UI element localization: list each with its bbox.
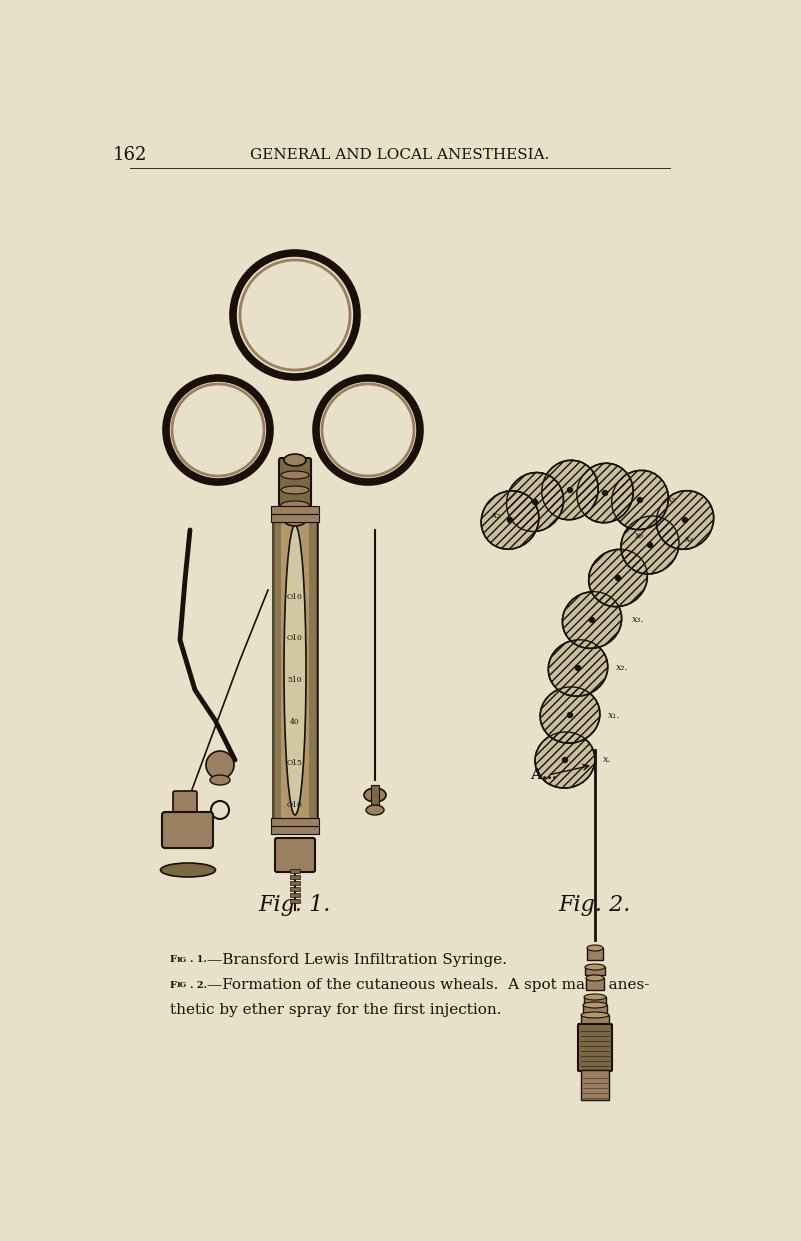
Circle shape [590,618,594,623]
Ellipse shape [581,1011,609,1018]
Ellipse shape [281,486,309,494]
Ellipse shape [284,525,306,815]
Ellipse shape [586,975,604,980]
Circle shape [647,542,653,547]
Bar [290,875,300,879]
Bar [290,869,300,872]
Text: x₇: x₇ [493,511,501,520]
Ellipse shape [506,473,564,531]
Text: O10: O10 [287,593,303,601]
FancyBboxPatch shape [275,838,315,872]
Bar [290,881,300,885]
Ellipse shape [621,516,679,575]
Text: —Bransford Lewis Infiltration Syringe.: —Bransford Lewis Infiltration Syringe. [207,953,507,967]
Text: x₆: x₆ [635,530,644,540]
Circle shape [682,517,687,522]
Bar [290,887,300,891]
Ellipse shape [587,944,603,951]
Ellipse shape [541,460,598,520]
Text: 40: 40 [290,717,300,726]
Ellipse shape [583,1001,607,1008]
Text: thetic by ether spray for the first injection.: thetic by ether spray for the first inje… [170,1003,501,1018]
Text: IG: IG [177,956,187,964]
Circle shape [206,751,234,779]
Text: O10: O10 [287,634,303,643]
Circle shape [638,498,642,503]
Ellipse shape [284,454,306,467]
Text: A…: A… [530,768,557,782]
Bar [309,510,317,830]
Bar [271,827,319,834]
Text: GENERAL AND LOCAL ANESTHESIA.: GENERAL AND LOCAL ANESTHESIA. [250,148,549,163]
FancyBboxPatch shape [578,1024,612,1071]
Ellipse shape [585,964,605,970]
Text: O15: O15 [287,759,303,767]
Bar [585,967,605,975]
Circle shape [562,757,567,762]
Bar [271,506,319,514]
Circle shape [533,499,537,505]
Text: F: F [170,980,177,989]
Ellipse shape [584,994,606,1000]
Circle shape [567,712,573,717]
FancyBboxPatch shape [279,458,311,522]
Bar [581,1015,609,1035]
Ellipse shape [160,862,215,877]
Ellipse shape [364,788,386,802]
Text: x₁.: x₁. [608,711,621,720]
Bar [273,510,281,830]
Ellipse shape [481,490,539,550]
Circle shape [602,490,607,495]
Bar [371,786,379,805]
Bar [587,948,603,961]
Ellipse shape [589,550,647,607]
Text: x₅: x₅ [667,495,677,505]
Bar [290,894,300,897]
Text: Fig. 1.: Fig. 1. [259,894,331,916]
Text: Fig. 2.: Fig. 2. [559,894,631,916]
Text: . 2.: . 2. [190,980,207,989]
Ellipse shape [284,514,306,526]
Ellipse shape [281,472,309,479]
Text: x.: x. [603,756,612,764]
Text: —Formation of the cutaneous wheals.  A spot made anes-: —Formation of the cutaneous wheals. A sp… [207,978,650,992]
Ellipse shape [281,501,309,509]
Bar [584,997,606,1005]
Ellipse shape [535,732,595,788]
Bar [586,978,604,990]
Circle shape [615,576,621,581]
Text: x₄: x₄ [685,536,694,545]
Text: 510: 510 [288,676,302,684]
FancyBboxPatch shape [173,791,197,819]
Circle shape [575,665,581,670]
Bar [271,514,319,522]
Ellipse shape [562,592,622,648]
Circle shape [567,488,573,493]
Text: IG: IG [177,980,187,989]
Bar [271,818,319,827]
Text: x₂.: x₂. [616,664,629,673]
Circle shape [508,517,513,522]
Text: O10: O10 [287,800,303,809]
Bar [583,1005,607,1020]
Bar [273,510,317,830]
Text: F: F [170,956,177,964]
Ellipse shape [577,463,634,522]
Ellipse shape [656,490,714,550]
Text: . 1.: . 1. [190,956,207,964]
Ellipse shape [612,470,668,530]
Bar [290,898,300,903]
Bar [581,1070,609,1100]
FancyBboxPatch shape [162,812,213,848]
Text: 162: 162 [113,146,147,164]
Text: x₃.: x₃. [632,616,645,624]
Ellipse shape [210,774,230,786]
Ellipse shape [540,686,600,743]
Ellipse shape [366,805,384,815]
Ellipse shape [548,640,608,696]
